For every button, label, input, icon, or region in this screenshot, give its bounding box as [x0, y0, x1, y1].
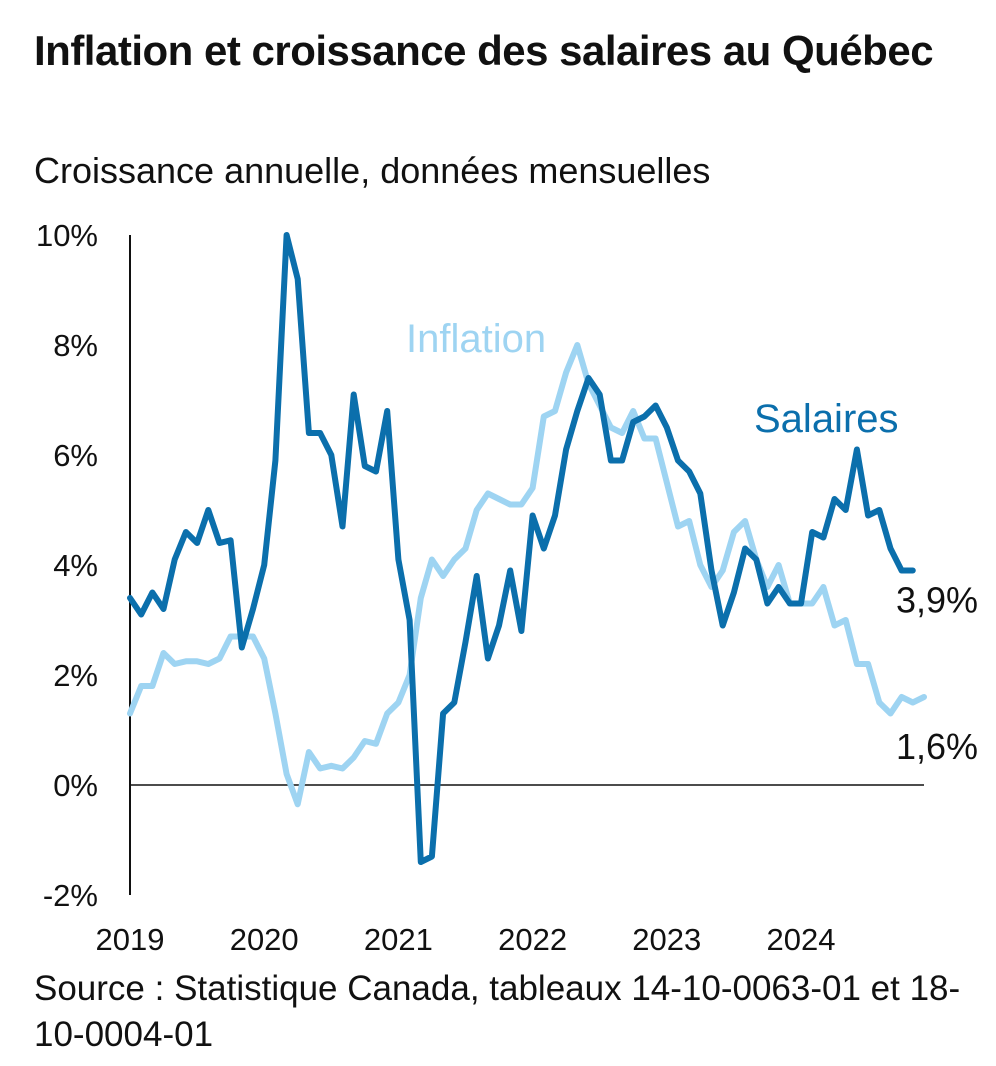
y-tick-label: 8% [53, 328, 98, 363]
source-note: Source : Statistique Canada, tableaux 14… [34, 969, 961, 1054]
series-label-salaires: Salaires [754, 397, 899, 441]
x-tick-label: 2020 [230, 922, 299, 957]
y-tick-label: -2% [43, 878, 98, 913]
end-value-label: 3,9% [896, 580, 978, 621]
chart-title: Inflation et croissance des salaires au … [34, 27, 934, 74]
x-tick-label: 2023 [632, 922, 701, 957]
x-tick-label: 2019 [96, 922, 165, 957]
y-tick-label: 0% [53, 768, 98, 803]
chart-subtitle: Croissance annuelle, données mensuelles [34, 150, 711, 191]
line-chart: -2% 0% 2% 4% 6% 8% 10% 2019 2020 2021 2022 2023 2024… [36, 218, 978, 957]
y-tick-label: 4% [53, 548, 98, 583]
x-tick-label: 2021 [364, 922, 433, 957]
series-label-inflation: Inflation [406, 317, 546, 361]
y-tick-label: 2% [53, 658, 98, 693]
series-line-salaires [127, 232, 916, 865]
x-tick-label: 2024 [767, 922, 836, 957]
y-tick-label: 6% [53, 438, 98, 473]
end-value-label: 1,6% [896, 726, 978, 767]
x-tick-label: 2022 [498, 922, 567, 957]
y-tick-label: 10% [36, 218, 98, 253]
